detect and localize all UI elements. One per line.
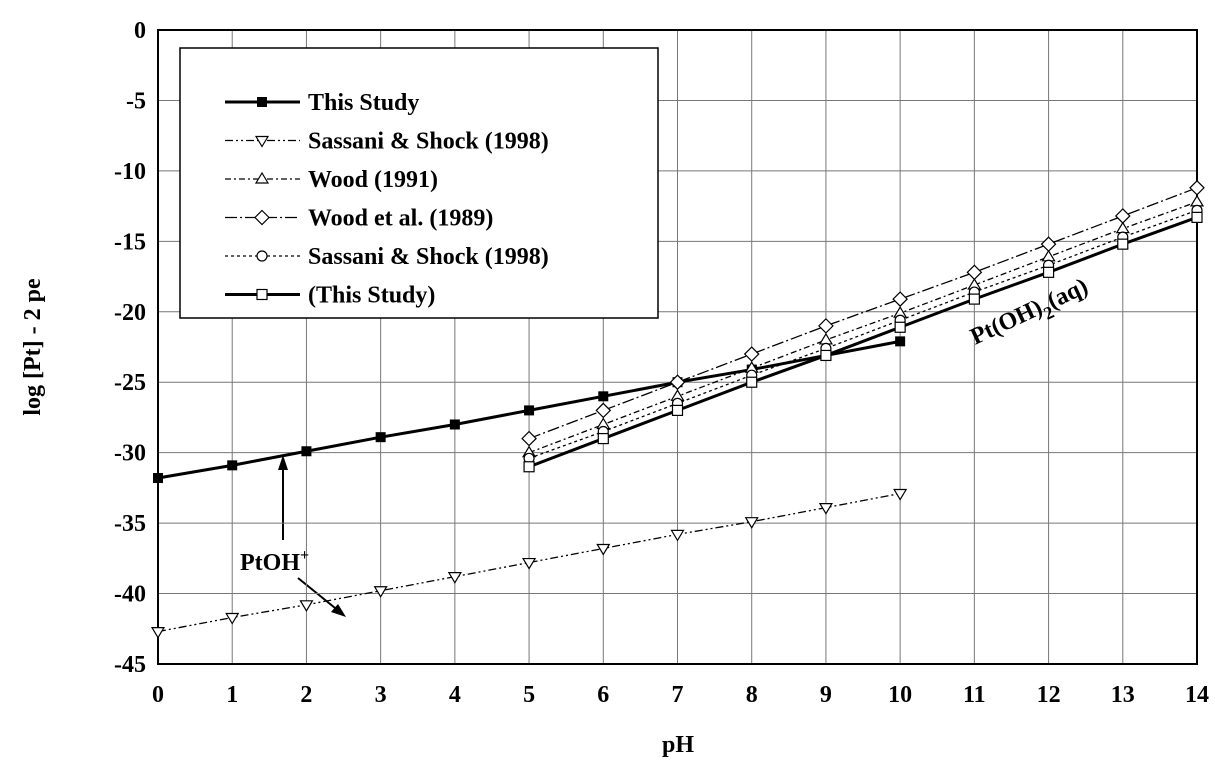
marker (597, 432, 609, 445)
x-tick-label: 0 (152, 682, 164, 708)
y-tick-label: -30 (114, 441, 146, 467)
y-tick-label: -15 (114, 229, 146, 255)
marker (1042, 266, 1055, 278)
marker (818, 503, 833, 515)
x-tick-label: 8 (746, 682, 758, 708)
legend-label: (This Study) (308, 283, 435, 309)
x-tick-label: 11 (963, 682, 986, 708)
marker (743, 346, 760, 362)
marker (227, 460, 238, 471)
marker (301, 446, 312, 457)
annotation: Pt(OH)2(aq) (967, 273, 1095, 355)
legend-marker (254, 135, 270, 148)
marker (153, 473, 163, 484)
x-tick-label: 9 (820, 682, 832, 708)
marker (1114, 208, 1131, 224)
legend-marker (254, 209, 270, 226)
y-tick-label: -10 (114, 159, 146, 185)
marker (820, 349, 832, 362)
x-tick-label: 3 (375, 682, 387, 708)
x-tick-label: 2 (300, 682, 312, 708)
marker (449, 419, 460, 430)
marker (225, 612, 240, 625)
x-tick-label: 1 (226, 682, 238, 708)
x-tick-label: 13 (1111, 682, 1135, 708)
y-tick-label: -35 (114, 511, 146, 537)
x-tick-label: 5 (523, 682, 535, 708)
x-tick-label: 6 (597, 682, 609, 708)
marker (670, 529, 685, 542)
marker (1040, 236, 1057, 252)
marker (299, 600, 314, 612)
marker (746, 376, 758, 388)
series-line (528, 209, 1198, 459)
marker (150, 626, 166, 639)
y-tick-label: -25 (114, 370, 146, 396)
marker (894, 321, 906, 333)
legend-label: Sassani & Shock (1998) (308, 244, 549, 270)
marker (522, 557, 537, 570)
legend-marker (254, 171, 270, 184)
legend-marker (257, 97, 267, 107)
marker (375, 432, 386, 443)
marker (596, 543, 611, 556)
marker (373, 586, 388, 598)
marker (1115, 221, 1130, 234)
legend-label: Wood et al. (1989) (308, 206, 493, 232)
series-line (528, 215, 1198, 469)
x-tick-label: 7 (672, 682, 684, 708)
x-tick-label: 14 (1185, 682, 1209, 708)
x-axis-label: pH (662, 732, 694, 758)
marker (968, 293, 980, 305)
y-tick-label: -40 (114, 582, 146, 608)
y-tick-label: -45 (114, 652, 146, 678)
series-line (528, 187, 1198, 440)
marker (598, 391, 609, 402)
marker (669, 374, 686, 391)
marker (671, 404, 684, 416)
marker (1191, 211, 1203, 223)
annotation-part: PtOH (240, 550, 300, 576)
annotation-part: (aq) (1044, 273, 1092, 314)
marker (1041, 249, 1056, 262)
marker (1189, 194, 1205, 207)
marker (892, 291, 908, 307)
marker (521, 430, 537, 447)
legend-label: Sassani & Shock (1998) (308, 129, 549, 155)
marker (895, 336, 906, 347)
annotation: PtOH+ (240, 547, 309, 576)
arrow (297, 577, 341, 613)
marker (523, 461, 535, 473)
arrow-head (278, 455, 288, 470)
marker (1117, 238, 1129, 250)
x-tick-label: 4 (449, 682, 461, 708)
arrow-head (331, 604, 346, 617)
legend-marker (256, 250, 268, 262)
y-tick-label: 0 (134, 18, 146, 44)
legend-label: This Study (308, 90, 419, 116)
marker (1189, 179, 1205, 196)
x-tick-label: 12 (1037, 682, 1061, 708)
marker (818, 318, 834, 334)
legend-marker (256, 288, 268, 301)
marker (524, 405, 535, 416)
x-tick-label: 10 (888, 682, 912, 708)
y-tick-label: -20 (114, 300, 146, 326)
y-axis-label: log [Pt] - 2 pe (20, 278, 46, 416)
marker (966, 264, 983, 281)
annotation-part: + (300, 547, 309, 564)
legend-label: Wood (1991) (308, 167, 438, 193)
marker (893, 488, 908, 501)
marker (818, 332, 833, 345)
marker (595, 402, 612, 419)
marker (447, 572, 462, 584)
y-tick-label: -5 (126, 88, 146, 114)
marker (744, 517, 759, 529)
plot-frame (157, 29, 1198, 665)
